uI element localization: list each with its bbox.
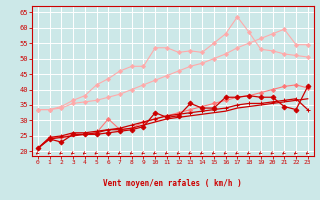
X-axis label: Vent moyen/en rafales ( km/h ): Vent moyen/en rafales ( km/h ) [103,179,242,188]
